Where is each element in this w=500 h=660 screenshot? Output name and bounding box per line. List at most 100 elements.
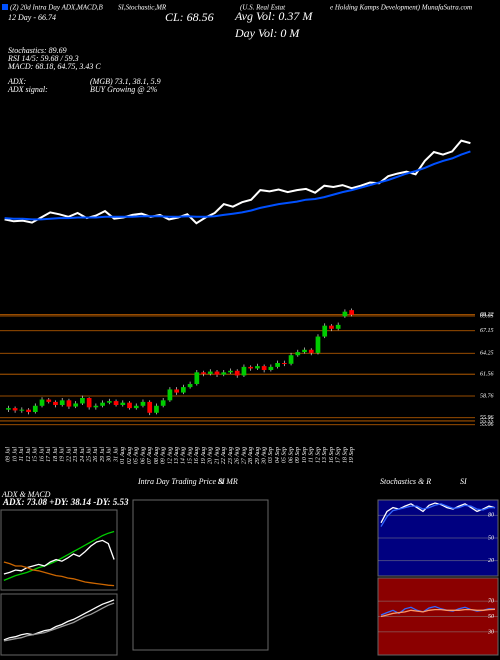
y-tick-label: 55.96 [480, 415, 494, 421]
candle-body [106, 401, 112, 403]
candle-body [181, 387, 186, 393]
candle-body [207, 371, 213, 374]
x-tick-label: 24 Jul [79, 447, 86, 462]
x-tick-label: 22 Aug [221, 447, 227, 464]
close-label: CL: 68.56 [165, 10, 214, 24]
adx-values: (MGB) 73.1, 38.1, 5.9 [90, 77, 161, 86]
x-tick-label: 30 Jul [107, 447, 113, 463]
x-tick-label: 11 Jul [19, 447, 25, 462]
x-tick-label: 15 Jul [33, 447, 39, 462]
x-tick-label: 02 Aug [127, 447, 133, 464]
candle-body [228, 370, 233, 373]
x-tick-label: 10 Jul [12, 447, 18, 462]
x-tick-label: 30 Aug [262, 447, 268, 465]
x-tick-label: 28 Aug [248, 447, 254, 464]
candle-body [295, 352, 301, 356]
header-text: (U.S. Real Estat [240, 4, 286, 12]
x-tick-label: 06 Aug [140, 447, 146, 464]
y-tick-label: 80 [488, 513, 494, 519]
x-tick-label: 04 Sep [274, 447, 281, 463]
y-tick-label: 61.56 [480, 372, 494, 378]
x-tick-label: 16 Aug [194, 447, 200, 464]
x-tick-label: 03 Sep [268, 447, 274, 463]
y-tick-label: 50 [488, 535, 494, 541]
candle-body [86, 398, 92, 408]
x-tick-label: 01 Aug [120, 447, 126, 464]
panel-title: SI [218, 477, 225, 486]
candle-body [322, 325, 328, 337]
candle-body [147, 401, 153, 413]
candle-body [80, 398, 85, 404]
x-tick-label: 07 Aug [147, 447, 153, 464]
candle-body [73, 403, 79, 407]
candle-body [221, 372, 227, 375]
candle-body [194, 372, 200, 384]
candle-body [174, 389, 179, 393]
candle-body [302, 349, 307, 353]
x-tick-label: 05 Aug [134, 447, 140, 464]
panel-title: Intra Day Trading Price & MR [137, 477, 238, 486]
x-tick-label: 05 Sep [282, 447, 288, 463]
x-tick-label: 18 Jul [53, 447, 59, 462]
candle-body [39, 399, 45, 406]
candle-body [66, 400, 72, 407]
x-tick-label: 25 Jul [87, 447, 93, 462]
x-tick-label: 29 Aug [255, 447, 261, 464]
candle-body [93, 405, 99, 408]
x-tick-label: 19 Jul [60, 447, 66, 462]
x-tick-label: 08 Aug [154, 447, 160, 464]
adx-signal: BUY Growing @ 2% [90, 85, 158, 94]
y-tick-label: 64.25 [480, 350, 494, 357]
y-tick-label: 50 [488, 614, 494, 620]
series-line [3, 602, 115, 642]
stochastics-label: Stochastics: 89.69 [8, 46, 67, 55]
candle-body [167, 389, 173, 401]
y-tick-label: 20 [488, 558, 494, 564]
candle-body [133, 405, 139, 409]
x-tick-label: 12 Aug [167, 447, 173, 464]
panel-frame [0, 593, 118, 656]
x-tick-label: 31 Jul [113, 447, 119, 463]
x-tick-label: 29 Jul [100, 447, 106, 462]
series-line [4, 139, 471, 225]
x-tick-label: 06 Sep [288, 447, 294, 463]
adx-signal-label: ADX signal: [7, 85, 48, 94]
candle-body [140, 401, 146, 406]
candle-body [187, 384, 193, 388]
x-tick-label: 18 Sep [342, 447, 348, 463]
ema-label: 12 Day - 66.74 [8, 13, 56, 22]
series-line [3, 530, 115, 582]
candle-body [32, 405, 38, 412]
candle-body [214, 371, 220, 375]
x-tick-label: 21 Aug [214, 447, 220, 464]
candle-body [154, 405, 159, 413]
x-tick-label: 17 Sep [336, 447, 342, 463]
x-tick-label: 16 Jul [39, 447, 45, 462]
candle-body [46, 399, 52, 402]
series-line [380, 608, 496, 618]
x-tick-label: 13 Aug [174, 447, 180, 464]
rsi-label: RSI 14/5: 59.68 / 59.3 [7, 54, 79, 63]
candle-body [100, 402, 105, 406]
panel-frame [0, 509, 118, 591]
candle-body [6, 408, 11, 410]
series-line [380, 503, 495, 527]
x-tick-label: 09 Aug [161, 447, 167, 464]
x-tick-label: 15 Aug [187, 447, 193, 464]
x-tick-label: 09 Sep [295, 447, 301, 463]
x-tick-label: 09 Jul [6, 447, 12, 462]
x-tick-label: 20 Aug [208, 447, 214, 464]
x-tick-label: 27 Aug [241, 447, 247, 464]
series-line [3, 539, 115, 575]
candle-body [201, 372, 206, 374]
x-tick-label: 23 Jul [73, 447, 79, 462]
panel-title: ADX & MACD [1, 490, 51, 499]
candle-body [281, 363, 287, 364]
panel-subtitle: ADX: 73.08 +DY: 38.14 -DY: 5.53 [2, 497, 129, 507]
candle-body [315, 336, 321, 353]
header-text: (Z) 20d Intra Day ADX,MACD,B [10, 4, 104, 12]
candle-body [19, 409, 25, 411]
y-tick-label: 58.76 [480, 393, 494, 399]
day-vol: Day Vol: 0 M [234, 26, 300, 40]
x-tick-label: 14 Aug [180, 447, 187, 464]
